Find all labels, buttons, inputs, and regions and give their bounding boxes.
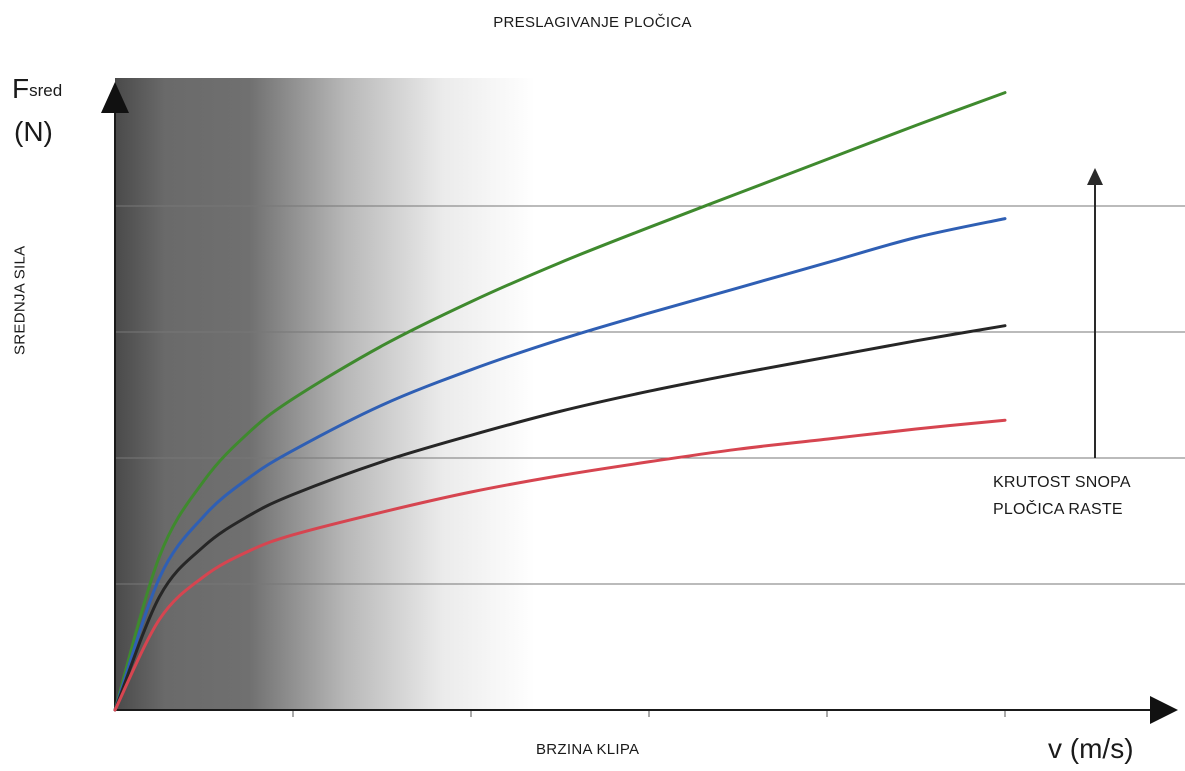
x-axis-unit: v (m/s) [1048, 733, 1134, 764]
y-axis-symbol: Fsred [12, 73, 62, 105]
low-speed-shaded-region [115, 78, 535, 710]
annotation-arrowhead [1087, 168, 1103, 185]
series-line-4 [113, 418, 1007, 712]
stiffness-annotation: KRUTOST SNOPA PLOČICA RASTE [993, 469, 1131, 523]
y-axis-symbol-subscript: sred [29, 81, 63, 100]
series-lines [113, 91, 1007, 712]
series-line-3 [113, 324, 1007, 712]
chart-title: PRESLAGIVANJE PLOČICA [493, 14, 692, 31]
series-line-1 [113, 91, 1007, 712]
y-axis-symbol-main: F [12, 73, 30, 104]
y-axis-label: SREDNJA SILA [11, 245, 29, 355]
annotation-line-2: PLOČICA RASTE [993, 501, 1123, 518]
x-axis-ticks [292, 710, 1006, 717]
series-line-2 [113, 217, 1007, 712]
grid-lines [115, 205, 1185, 585]
y-axis-arrowhead [101, 82, 129, 113]
annotation-line-1: KRUTOST SNOPA [993, 474, 1131, 491]
y-axis-unit: (N) [14, 116, 53, 147]
x-axis-label: BRZINA KLIPA [536, 741, 640, 758]
x-axis-arrowhead [1150, 696, 1178, 724]
